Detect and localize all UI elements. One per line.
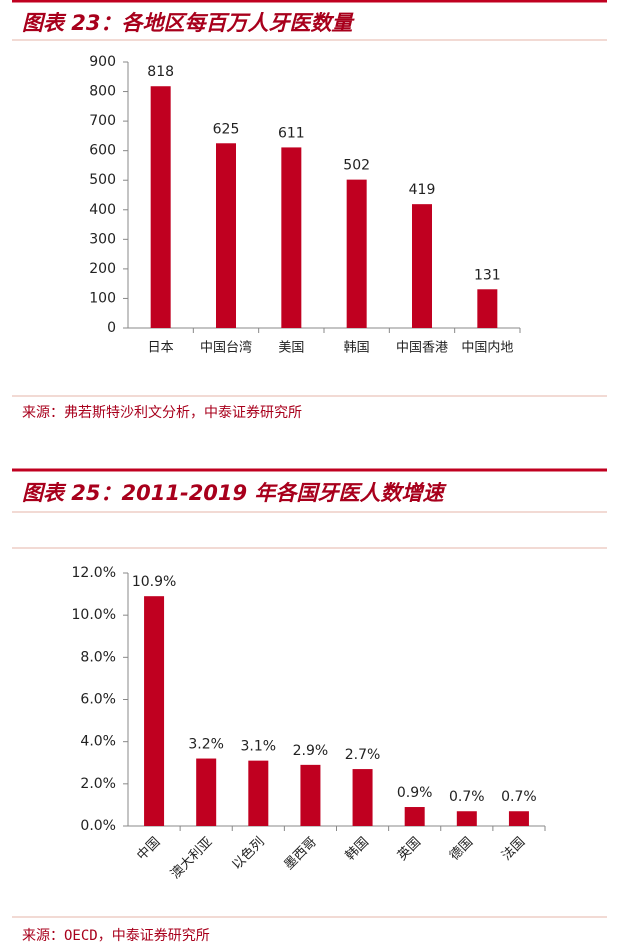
y-tick-label: 6.0% bbox=[80, 692, 116, 708]
x-tick-label: 美国 bbox=[278, 341, 304, 356]
chart-title: 图表 23：各地区每百万人牙医数量 bbox=[22, 11, 356, 35]
y-tick-label: 700 bbox=[89, 113, 116, 129]
x-tick-label: 日本 bbox=[148, 341, 174, 356]
y-tick-label: 0 bbox=[107, 320, 116, 336]
bar bbox=[144, 596, 165, 826]
bar bbox=[150, 86, 171, 328]
x-tick-label: 法国 bbox=[499, 835, 528, 864]
y-tick-label: 800 bbox=[89, 84, 116, 100]
x-tick-label: 以色列 bbox=[229, 834, 268, 873]
x-tick-label: 韩国 bbox=[344, 341, 370, 356]
value-label: 10.9% bbox=[132, 574, 176, 590]
y-tick-label: 900 bbox=[89, 54, 116, 70]
y-tick-label: 300 bbox=[89, 231, 116, 247]
x-tick-label: 澳大利亚 bbox=[167, 834, 215, 882]
x-tick-label: 墨西哥 bbox=[282, 835, 320, 873]
bar bbox=[412, 204, 432, 328]
bar bbox=[477, 289, 498, 328]
x-tick-label: 韩国 bbox=[343, 835, 372, 864]
y-tick-label: 500 bbox=[89, 172, 116, 188]
x-tick-label: 中国 bbox=[134, 835, 163, 864]
source: 来源：OECD，中泰证券研究所 bbox=[22, 928, 210, 944]
value-label: 0.7% bbox=[501, 789, 537, 805]
value-label: 131 bbox=[474, 267, 501, 283]
value-label: 625 bbox=[213, 121, 240, 137]
value-label: 2.7% bbox=[345, 747, 381, 763]
value-label: 3.1% bbox=[241, 739, 277, 755]
value-label: 502 bbox=[343, 158, 370, 174]
y-tick-label: 8.0% bbox=[80, 649, 116, 665]
bar bbox=[196, 758, 217, 826]
y-tick-label: 10.0% bbox=[72, 607, 116, 623]
x-tick-label: 中国内地 bbox=[461, 340, 513, 356]
y-tick-label: 200 bbox=[89, 261, 116, 277]
chart-title: 图表 25：2011-2019 年各国牙医人数增速 bbox=[22, 481, 447, 505]
value-label: 818 bbox=[147, 64, 174, 80]
y-tick-label: 4.0% bbox=[80, 734, 116, 750]
bar bbox=[456, 811, 477, 826]
source: 来源：弗若斯特沙利文分析，中泰证券研究所 bbox=[22, 405, 302, 421]
value-label: 611 bbox=[278, 125, 305, 141]
x-tick-label: 中国台湾 bbox=[200, 340, 252, 356]
value-label: 3.2% bbox=[188, 737, 224, 753]
y-tick-label: 600 bbox=[89, 143, 116, 159]
y-tick-label: 100 bbox=[89, 290, 116, 306]
bar bbox=[300, 764, 321, 826]
y-tick-label: 0.0% bbox=[80, 818, 116, 834]
bar bbox=[281, 147, 302, 328]
x-tick-label: 中国香港 bbox=[396, 341, 448, 356]
bar bbox=[508, 811, 529, 826]
value-label: 2.9% bbox=[293, 743, 329, 759]
bar bbox=[216, 143, 236, 328]
y-tick-label: 400 bbox=[89, 202, 116, 218]
bar bbox=[346, 179, 367, 328]
value-label: 0.7% bbox=[449, 789, 485, 805]
y-tick-label: 12.0% bbox=[72, 565, 116, 581]
bar bbox=[404, 807, 425, 826]
bar bbox=[248, 760, 269, 826]
bar bbox=[352, 769, 373, 826]
value-label: 419 bbox=[409, 182, 436, 198]
value-label: 0.9% bbox=[397, 785, 433, 801]
x-tick-label: 德国 bbox=[447, 835, 476, 864]
y-tick-label: 2.0% bbox=[80, 776, 116, 792]
x-tick-label: 英国 bbox=[395, 835, 424, 864]
